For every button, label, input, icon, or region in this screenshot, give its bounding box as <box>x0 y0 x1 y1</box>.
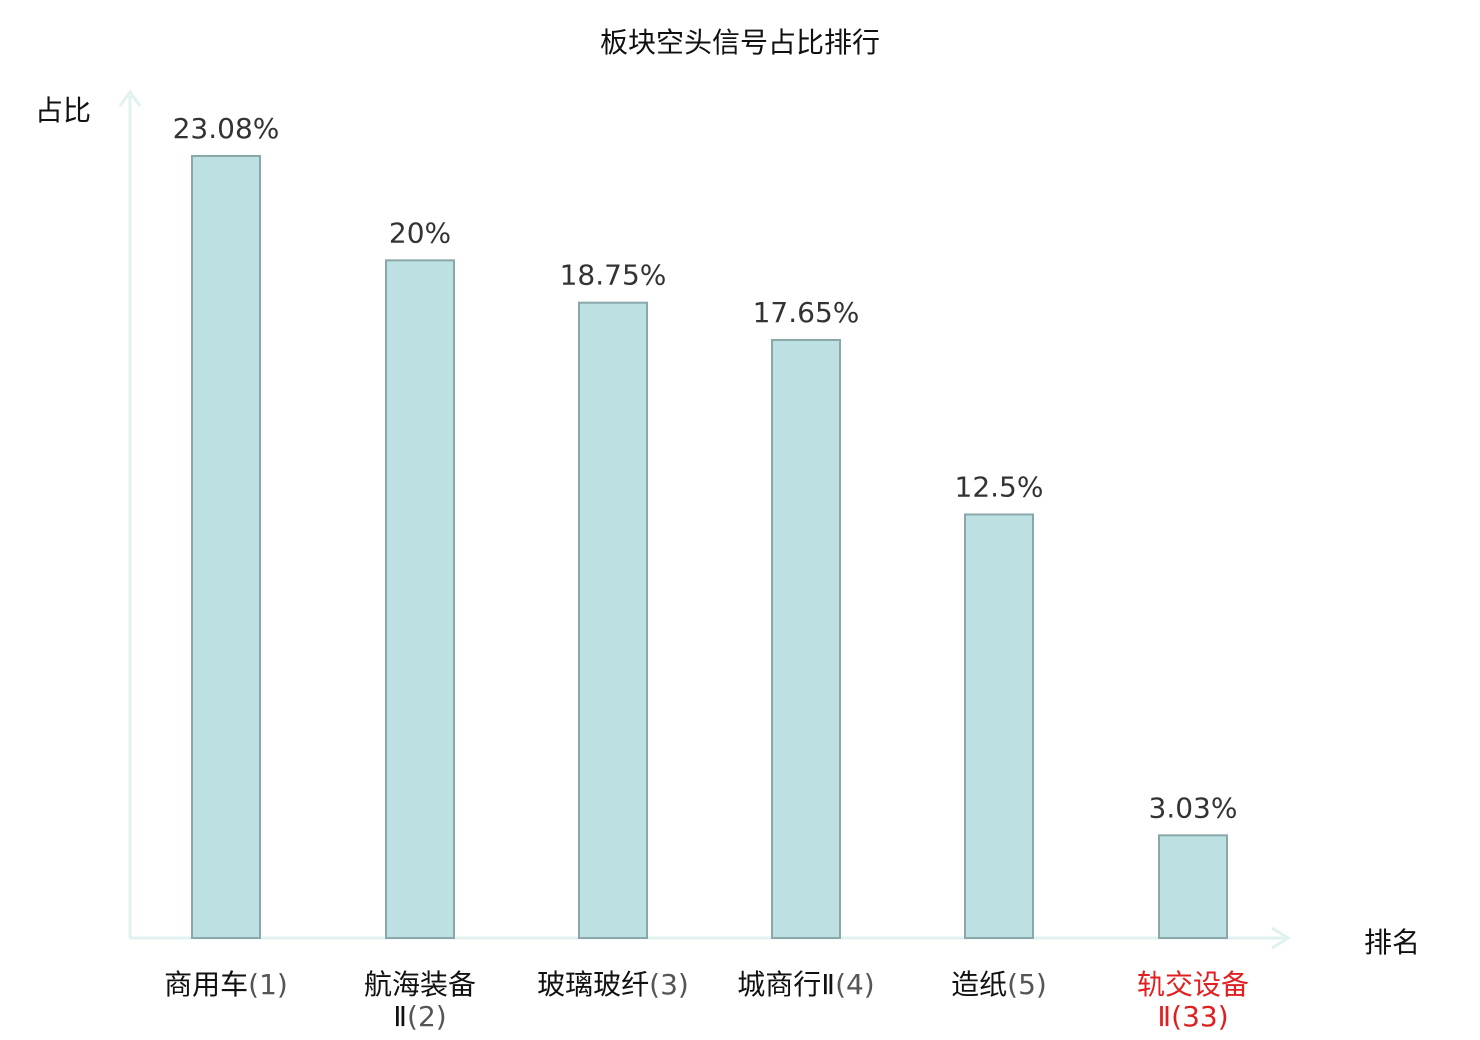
category-name: 造纸 <box>951 968 1007 1001</box>
category-label: 玻璃玻纤(3) <box>537 968 689 1001</box>
chart-title: 板块空头信号占比排行 <box>600 26 880 59</box>
category-name: 城商行Ⅱ <box>737 968 835 1001</box>
category-label: 商用车(1) <box>164 968 288 1001</box>
category-name-suffix: Ⅱ <box>393 1000 407 1033</box>
category-name: 玻璃玻纤 <box>537 968 649 1001</box>
bar <box>964 513 1034 939</box>
category-rank: (2) <box>407 1000 447 1033</box>
category-name: 轨交设备 <box>1137 968 1249 1001</box>
bar <box>191 155 261 939</box>
category-rank: (1) <box>248 968 288 1001</box>
category-name: 商用车 <box>164 968 248 1001</box>
category-name: 航海装备 <box>364 968 476 1001</box>
x-axis-arrow-icon <box>1271 926 1291 950</box>
bar <box>385 259 455 940</box>
bars <box>191 155 1228 940</box>
value-label: 20% <box>389 216 451 249</box>
category-rank: (4) <box>835 968 875 1001</box>
bar <box>578 301 648 939</box>
category-label: 航海装备 <box>364 968 476 1001</box>
value-label: 3.03% <box>1149 791 1238 824</box>
y-axis-label: 占比 <box>35 94 91 127</box>
category-label-line2: Ⅱ(33) <box>1157 1000 1228 1033</box>
y-axis-arrow-icon <box>118 89 142 107</box>
bar <box>1158 834 1228 940</box>
category-rank: (5) <box>1007 968 1047 1001</box>
value-labels: 23.08% 20% 18.75% 17.65% 12.5% 3.03% <box>173 112 1238 824</box>
value-label: 23.08% <box>173 112 280 145</box>
category-label: 轨交设备 <box>1137 968 1249 1001</box>
category-rank: (3) <box>649 968 689 1001</box>
bar <box>771 338 841 940</box>
category-label: 造纸(5) <box>951 968 1047 1001</box>
value-label: 18.75% <box>560 259 667 292</box>
category-label: 城商行Ⅱ(4) <box>737 968 874 1001</box>
category-rank: (33) <box>1171 1000 1228 1033</box>
x-axis-label: 排名 <box>1364 926 1420 959</box>
value-label: 17.65% <box>753 296 860 329</box>
value-label: 12.5% <box>955 470 1044 503</box>
category-label-line2: Ⅱ(2) <box>393 1000 446 1033</box>
category-name-suffix: Ⅱ <box>1157 1000 1171 1033</box>
